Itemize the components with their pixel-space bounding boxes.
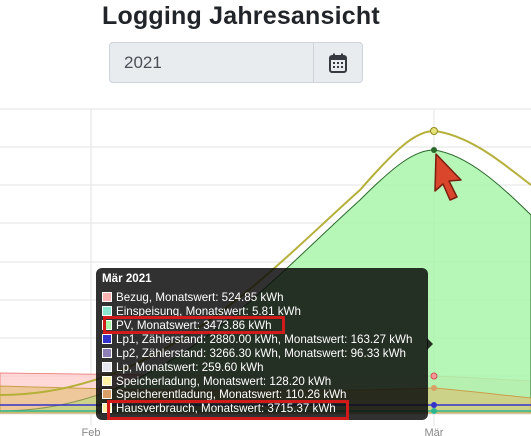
tooltip-row-speicherentladung: Speicherentladung, Monatswert: 110.26 kW… xyxy=(102,388,347,402)
point-speicher-maer[interactable] xyxy=(431,385,437,391)
tooltip-title: Mär 2021 xyxy=(102,272,152,285)
swatch xyxy=(102,389,112,399)
x-tick-maer: Mär xyxy=(425,427,444,436)
swatch xyxy=(102,320,112,330)
swatch xyxy=(102,376,112,386)
year-input[interactable]: 2021 xyxy=(124,53,162,72)
x-tick-feb: Feb xyxy=(82,427,101,436)
swatch xyxy=(102,334,112,344)
chart-tooltip: Mär 2021 Bezug, Monatswert: 524.85 kWh E… xyxy=(96,268,428,420)
cursor-arrow-icon xyxy=(434,153,462,201)
tooltip-caret xyxy=(427,338,433,350)
tooltip-row-bezug: Bezug, Monatswert: 524.85 kWh xyxy=(102,291,284,305)
tooltip-row-einspeisung: Einspeisung, Monatswert: 5.81 kWh xyxy=(102,305,301,319)
highlight-hausverbrauch-row xyxy=(107,400,349,420)
point-pv-maer[interactable] xyxy=(431,147,437,153)
calendar-button[interactable] xyxy=(313,43,362,82)
swatch xyxy=(102,306,112,316)
tooltip-row-pv: PV, Monatswert: 3473.86 kWh xyxy=(102,319,272,333)
year-picker[interactable]: 2021 xyxy=(109,42,363,83)
swatch xyxy=(102,292,112,302)
point-einspeisung-maer[interactable] xyxy=(431,408,437,414)
page-title: Logging Jahresansicht xyxy=(102,2,380,30)
swatch xyxy=(102,348,112,358)
point-lp1-maer[interactable] xyxy=(431,402,437,408)
point-hausverbrauch-maer[interactable] xyxy=(430,127,438,135)
tooltip-row-lp2: Lp2, Zählerstand: 3266.30 kWh, Monatswer… xyxy=(102,347,406,361)
point-bezug-maer[interactable] xyxy=(430,372,438,380)
tooltip-row-speicherladung: Speicherladung, Monatswert: 128.20 kWh xyxy=(102,375,331,389)
tooltip-row-lp1: Lp1, Zählerstand: 2880.00 kWh, Monatswer… xyxy=(102,333,412,347)
highlight-pv-row xyxy=(103,316,285,334)
calendar-icon xyxy=(329,53,347,73)
swatch xyxy=(102,362,112,372)
tooltip-row-lp: Lp, Monatswert: 259.60 kWh xyxy=(102,361,264,375)
